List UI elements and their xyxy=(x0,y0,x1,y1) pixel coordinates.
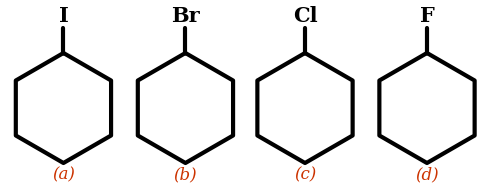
Text: (b): (b) xyxy=(174,166,197,183)
Text: F: F xyxy=(420,6,434,26)
Text: I: I xyxy=(59,6,68,26)
Text: Br: Br xyxy=(171,6,200,26)
Text: (c): (c) xyxy=(294,166,316,183)
Text: (d): (d) xyxy=(415,166,439,183)
Text: (a): (a) xyxy=(52,166,75,183)
Text: Cl: Cl xyxy=(293,6,317,26)
